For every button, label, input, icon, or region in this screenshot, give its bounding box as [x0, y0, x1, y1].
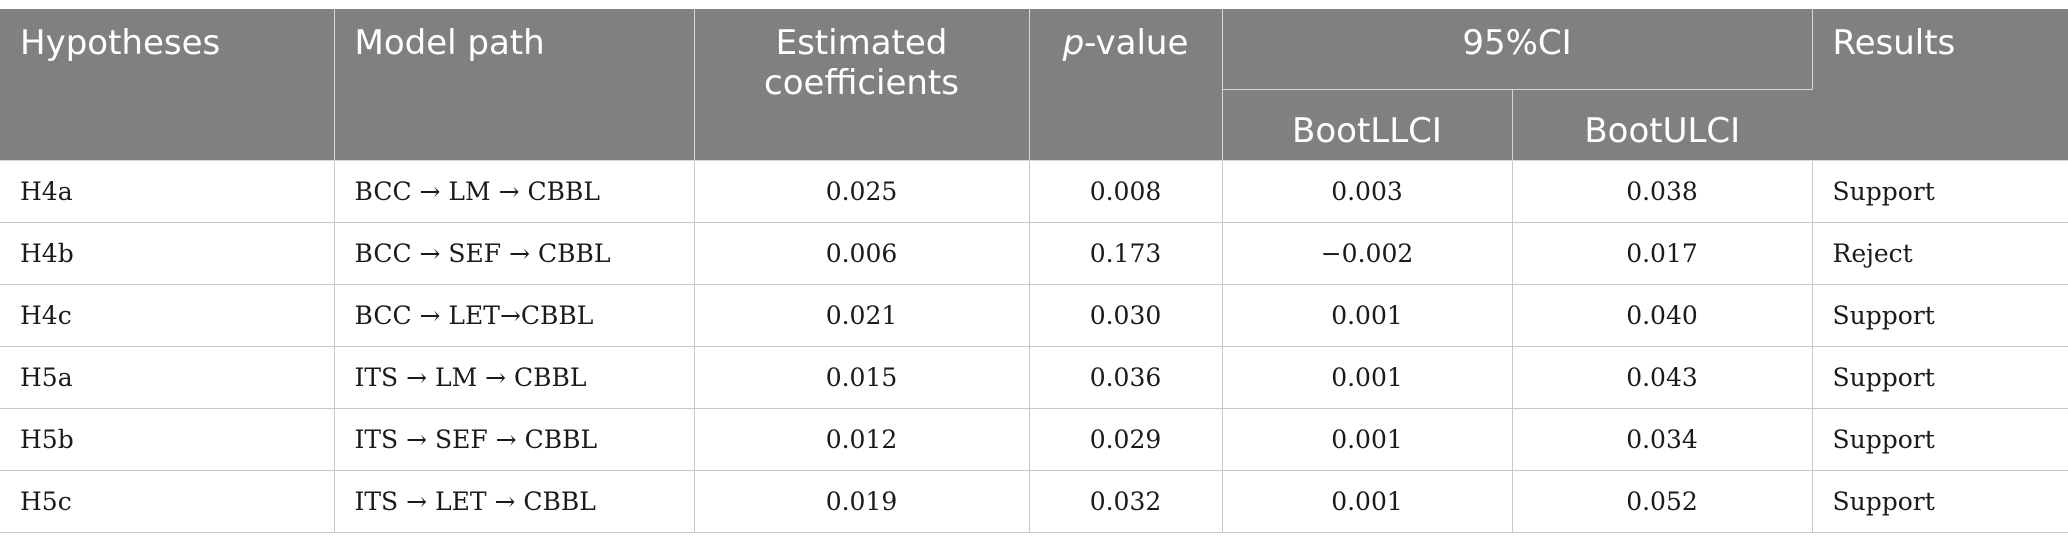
cell-result: Support — [1812, 160, 2068, 223]
cell-coefficient: 0.019 — [694, 470, 1030, 533]
table-row: H5c ITS → LET → CBBL 0.019 0.032 0.001 0… — [0, 470, 2068, 533]
header-ci-group: 95%CI — [1222, 9, 1813, 90]
header-results: Results — [1812, 9, 2068, 161]
table-row: H4c BCC → LET→CBBL 0.021 0.030 0.001 0.0… — [0, 284, 2068, 347]
header-boot-llci: BootLLCI — [1222, 89, 1513, 161]
cell-boot-llci: 0.001 — [1222, 346, 1513, 409]
cell-model-path: ITS → LET → CBBL — [334, 470, 695, 533]
cell-result: Reject — [1812, 222, 2068, 285]
cell-hypothesis: H4c — [0, 284, 335, 347]
cell-p-value: 0.029 — [1029, 408, 1223, 471]
cell-model-path: ITS → SEF → CBBL — [334, 408, 695, 471]
cell-boot-llci: 0.001 — [1222, 408, 1513, 471]
mediation-results-table: Hypotheses Model path Estimated coeffici… — [0, 9, 2068, 533]
cell-hypothesis: H5c — [0, 470, 335, 533]
table-header: Hypotheses Model path Estimated coeffici… — [0, 9, 2068, 161]
results-table-container: Hypotheses Model path Estimated coeffici… — [0, 9, 2068, 533]
cell-model-path: BCC → LET→CBBL — [334, 284, 695, 347]
cell-boot-ulci: 0.017 — [1512, 222, 1813, 285]
table-body: H4a BCC → LM → CBBL 0.025 0.008 0.003 0.… — [0, 160, 2068, 533]
cell-boot-ulci: 0.052 — [1512, 470, 1813, 533]
cell-boot-ulci: 0.043 — [1512, 346, 1813, 409]
cell-model-path: ITS → LM → CBBL — [334, 346, 695, 409]
cell-boot-llci: 0.003 — [1222, 160, 1513, 223]
cell-model-path: BCC → SEF → CBBL — [334, 222, 695, 285]
cell-coefficient: 0.021 — [694, 284, 1030, 347]
table-row: H5b ITS → SEF → CBBL 0.012 0.029 0.001 0… — [0, 408, 2068, 471]
cell-boot-ulci: 0.034 — [1512, 408, 1813, 471]
cell-boot-ulci: 0.040 — [1512, 284, 1813, 347]
cell-p-value: 0.032 — [1029, 470, 1223, 533]
cell-boot-llci: −0.002 — [1222, 222, 1513, 285]
header-row-2: BootLLCI BootULCI — [0, 89, 2068, 161]
header-p-value-italic: p — [1062, 23, 1085, 63]
cell-boot-ulci: 0.038 — [1512, 160, 1813, 223]
header-model-path: Model path — [334, 9, 695, 161]
table-row: H4a BCC → LM → CBBL 0.025 0.008 0.003 0.… — [0, 160, 2068, 223]
table-row: H5a ITS → LM → CBBL 0.015 0.036 0.001 0.… — [0, 346, 2068, 409]
cell-coefficient: 0.015 — [694, 346, 1030, 409]
cell-hypothesis: H4a — [0, 160, 335, 223]
cell-boot-llci: 0.001 — [1222, 284, 1513, 347]
cell-hypothesis: H5b — [0, 408, 335, 471]
cell-coefficient: 0.025 — [694, 160, 1030, 223]
cell-coefficient: 0.012 — [694, 408, 1030, 471]
header-boot-ulci: BootULCI — [1512, 89, 1812, 161]
cell-model-path: BCC → LM → CBBL — [334, 160, 695, 223]
cell-hypothesis: H4b — [0, 222, 335, 285]
table-row: H4b BCC → SEF → CBBL 0.006 0.173 −0.002 … — [0, 222, 2068, 285]
cell-result: Support — [1812, 346, 2068, 409]
header-estimated-coefficients: Estimated coefficients — [694, 9, 1030, 161]
cell-boot-llci: 0.001 — [1222, 470, 1513, 533]
cell-p-value: 0.036 — [1029, 346, 1223, 409]
header-p-value-rest: -value — [1084, 23, 1189, 63]
cell-p-value: 0.008 — [1029, 160, 1223, 223]
cell-coefficient: 0.006 — [694, 222, 1030, 285]
cell-result: Support — [1812, 470, 2068, 533]
header-row-1: Hypotheses Model path Estimated coeffici… — [0, 9, 2068, 161]
header-hypotheses: Hypotheses — [0, 9, 335, 161]
cell-p-value: 0.030 — [1029, 284, 1223, 347]
cell-p-value: 0.173 — [1029, 222, 1223, 285]
cell-hypothesis: H5a — [0, 346, 335, 409]
cell-result: Support — [1812, 408, 2068, 471]
cell-result: Support — [1812, 284, 2068, 347]
header-p-value: p-value — [1029, 9, 1223, 161]
